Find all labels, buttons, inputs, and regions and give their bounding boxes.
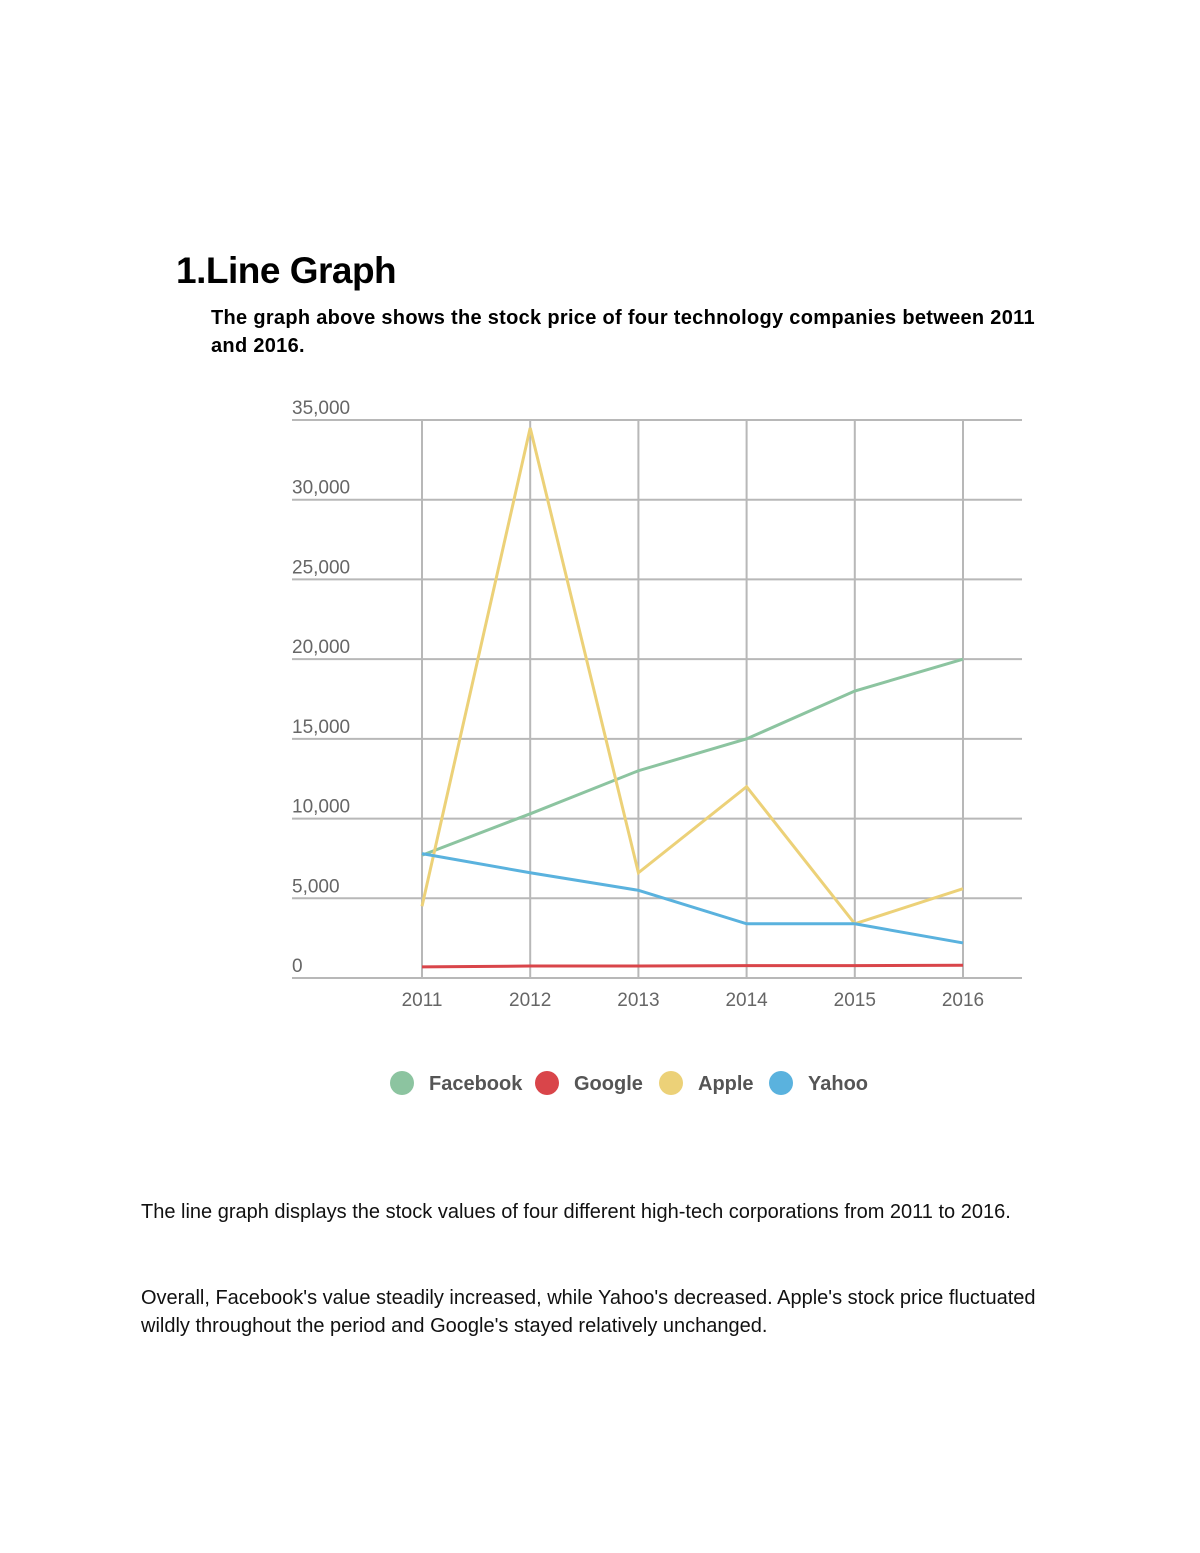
chart-series bbox=[420, 427, 964, 969]
legend-label-yahoo: Yahoo bbox=[808, 1073, 868, 1095]
series-line-yahoo bbox=[421, 852, 964, 945]
series-line-apple bbox=[420, 427, 964, 926]
x-tick-label: 2014 bbox=[725, 990, 768, 1011]
y-tick-label: 30,000 bbox=[292, 478, 350, 499]
y-tick-label: 35,000 bbox=[292, 398, 350, 419]
y-tick-label: 15,000 bbox=[292, 717, 350, 738]
legend-label-facebook: Facebook bbox=[429, 1073, 523, 1095]
legend-swatch-apple bbox=[659, 1071, 683, 1095]
y-tick-label: 25,000 bbox=[292, 557, 350, 578]
y-tick-label: 5,000 bbox=[292, 876, 340, 897]
y-tick-label: 20,000 bbox=[292, 637, 350, 658]
x-tick-label: 2015 bbox=[834, 990, 876, 1011]
y-tick-label: 10,000 bbox=[292, 797, 350, 818]
description-paragraph-1: The line graph displays the stock values… bbox=[141, 1201, 1011, 1223]
legend-label-apple: Apple bbox=[698, 1073, 754, 1095]
chart-caption: The graph above shows the stock price of… bbox=[211, 307, 1035, 357]
series-line-google bbox=[421, 963, 964, 969]
x-tick-label: 2013 bbox=[617, 990, 659, 1011]
x-tick-label: 2016 bbox=[942, 990, 984, 1011]
y-axis: 0 5,000 10,000 15,000 20,000 25,000 30,000 35,0… bbox=[292, 398, 350, 977]
x-tick-label: 2012 bbox=[509, 990, 551, 1011]
description-paragraph-2: Overall, Facebook's value steadily incre… bbox=[141, 1287, 1036, 1337]
page-heading: 1.Line Graph bbox=[176, 250, 397, 291]
series-line-facebook bbox=[421, 657, 964, 857]
chart-legend: Facebook Google Apple Yahoo bbox=[390, 1071, 868, 1095]
y-tick-label: 0 bbox=[292, 956, 303, 977]
legend-label-google: Google bbox=[574, 1073, 643, 1095]
legend-swatch-google bbox=[535, 1071, 559, 1095]
legend-swatch-facebook bbox=[390, 1071, 414, 1095]
legend-swatch-yahoo bbox=[769, 1071, 793, 1095]
chart-grid bbox=[292, 419, 1022, 979]
x-axis: 2011 2012 2013 2014 2015 2016 bbox=[402, 990, 985, 1011]
x-tick-label: 2011 bbox=[402, 990, 443, 1011]
